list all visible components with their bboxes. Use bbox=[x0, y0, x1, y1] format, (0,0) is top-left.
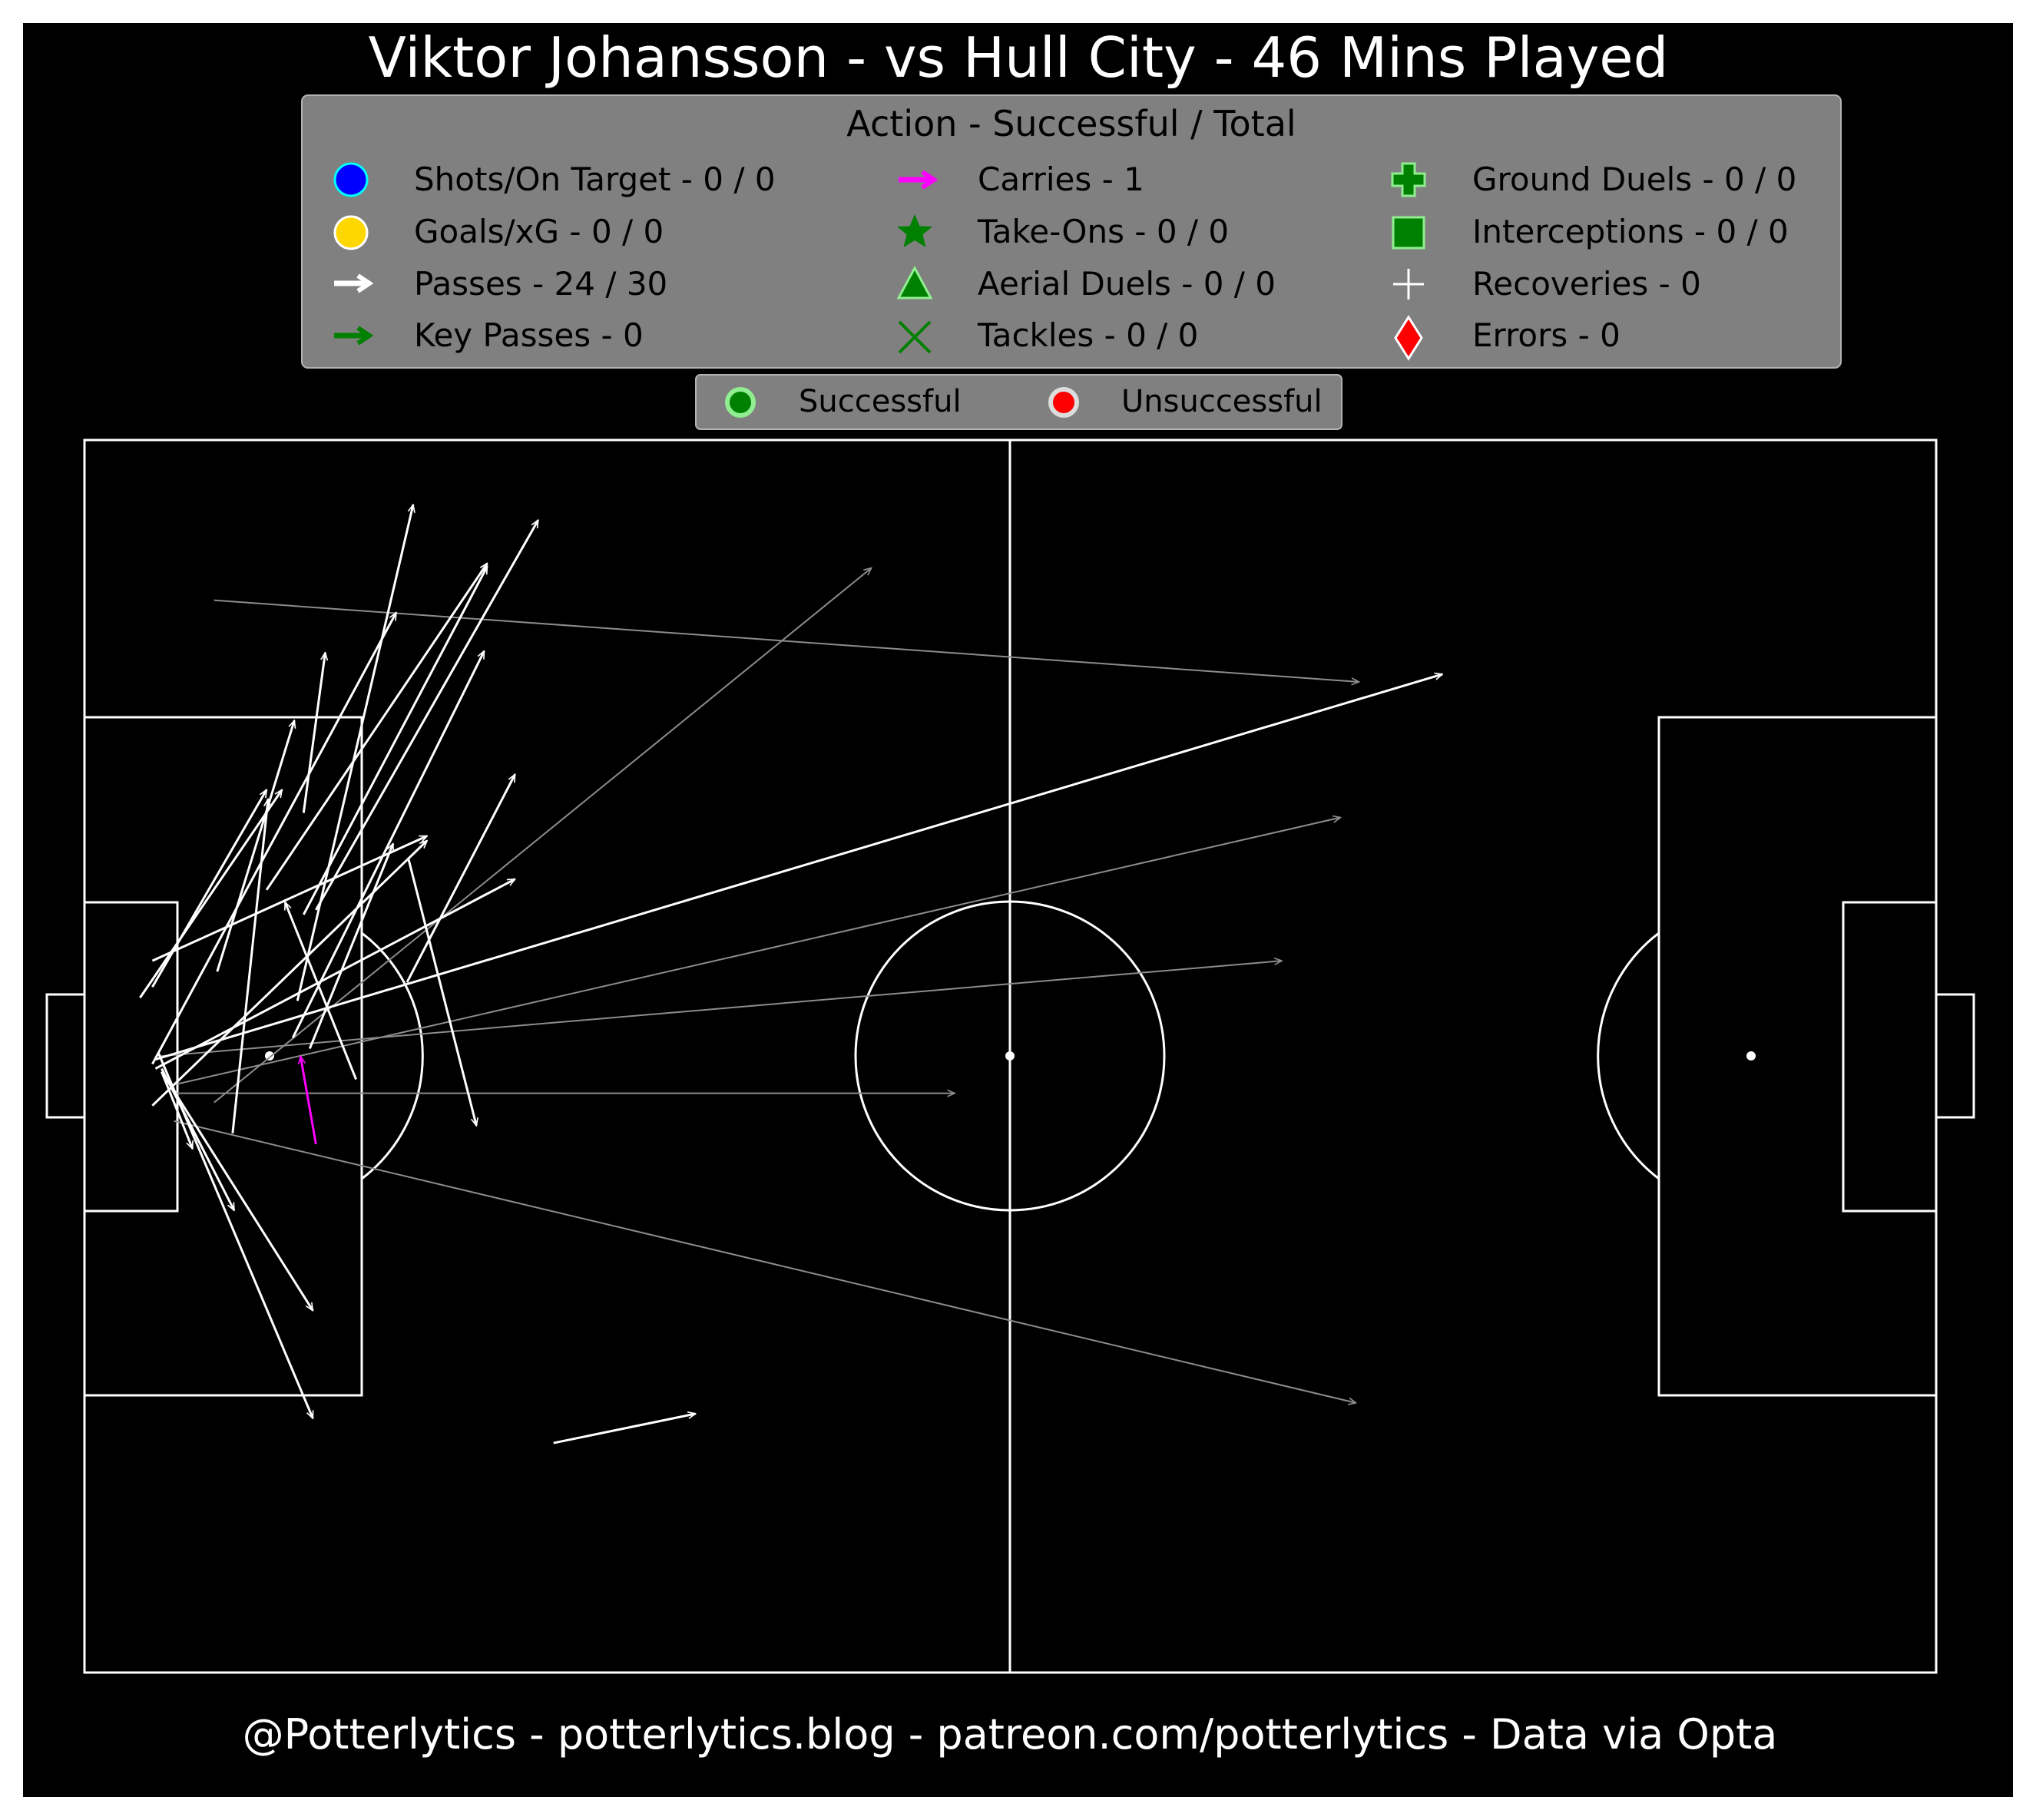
pass-arrow-successful bbox=[265, 564, 488, 891]
pass-arrow-successful bbox=[139, 789, 283, 999]
arrow-magenta-icon bbox=[899, 170, 939, 190]
pass-arrow-successful bbox=[308, 844, 395, 1050]
circle-blue-icon bbox=[333, 162, 369, 197]
centre-spot bbox=[1005, 1051, 1015, 1061]
legend-label: Recoveries - 0 bbox=[1472, 265, 1701, 303]
pass-arrow-successful bbox=[296, 505, 413, 1001]
legend-label: Carries - 1 bbox=[978, 160, 1144, 198]
legend-label: Shots/On Target - 0 / 0 bbox=[414, 160, 776, 198]
action-legend: Action - Successful / Total Shots/On Tar… bbox=[301, 94, 1842, 369]
right-goal bbox=[1935, 993, 1975, 1119]
pass-arrow-successful bbox=[154, 674, 1442, 1061]
unsuccessful-label: Unsuccessful bbox=[1121, 384, 1323, 419]
pitch-marks bbox=[139, 505, 1442, 1444]
legend-label: Key Passes - 0 bbox=[414, 316, 644, 354]
legend-item-carries: Carries - 1 bbox=[899, 160, 1144, 198]
pass-arrow-successful bbox=[302, 567, 488, 915]
pass-arrow-successful bbox=[302, 653, 325, 813]
left-goal bbox=[45, 993, 86, 1119]
successful-marker-icon bbox=[725, 387, 756, 418]
pass-arrow-successful bbox=[161, 1070, 314, 1311]
pass-arrow-successful bbox=[406, 774, 516, 983]
diamond-red-icon bbox=[1394, 315, 1423, 361]
x-green-icon bbox=[898, 320, 932, 354]
legend-item-passes: Passes - 24 / 30 bbox=[334, 265, 667, 303]
legend-item-aerial-duels: Aerial Duels - 0 / 0 bbox=[896, 265, 1276, 303]
legend-label: Tackles - 0 / 0 bbox=[977, 316, 1198, 354]
legend-item-ground-duels: Ground Duels - 0 / 0 bbox=[1391, 160, 1796, 198]
legend-label: Aerial Duels - 0 / 0 bbox=[978, 265, 1276, 303]
pass-arrow-successful bbox=[216, 720, 294, 972]
pass-arrow-successful bbox=[315, 520, 539, 911]
legend-item-errors: Errors - 0 bbox=[1394, 315, 1621, 361]
pass-arrow-successful bbox=[151, 789, 268, 988]
legend-label: Ground Duels - 0 / 0 bbox=[1472, 160, 1796, 198]
pass-arrow-successful bbox=[151, 613, 398, 1065]
left-penalty-arc bbox=[361, 932, 424, 1180]
plus-white-icon bbox=[1393, 269, 1424, 299]
pass-arrow-successful bbox=[151, 841, 427, 1107]
plus-green-icon bbox=[1391, 162, 1426, 197]
pass-arrow-successful bbox=[161, 1071, 194, 1149]
unsuccessful-marker-icon bbox=[1048, 387, 1079, 418]
pass-arrow-unsuccessful bbox=[174, 1120, 1356, 1403]
outcome-legend: Successful Unsuccessful bbox=[695, 374, 1342, 430]
legend-item-interceptions: Interceptions - 0 / 0 bbox=[1392, 213, 1789, 250]
pass-arrow-unsuccessful bbox=[158, 961, 1282, 1057]
legend-label: Take-Ons - 0 / 0 bbox=[977, 213, 1229, 250]
square-green-icon bbox=[1392, 216, 1425, 250]
legend-item-shots: Shots/On Target - 0 / 0 bbox=[333, 160, 776, 198]
circle-gold-icon bbox=[333, 215, 369, 250]
legend-item-tackles: Tackles - 0 / 0 bbox=[898, 316, 1198, 354]
legend-label: Passes - 24 / 30 bbox=[414, 265, 667, 303]
centre-circle bbox=[854, 900, 1166, 1212]
pass-arrow-successful bbox=[154, 878, 515, 1070]
right-penalty-arc bbox=[1597, 932, 1660, 1180]
pass-arrow-unsuccessful bbox=[177, 818, 1341, 1085]
legend-label: Interceptions - 0 / 0 bbox=[1472, 213, 1789, 250]
left-penalty-spot bbox=[265, 1051, 274, 1061]
legend-item-take-ons: Take-Ons - 0 / 0 bbox=[897, 213, 1229, 250]
pass-arrow-successful bbox=[161, 1067, 236, 1211]
successful-label: Successful bbox=[799, 384, 962, 419]
footer-credit: @Potterlytics - potterlytics.blog - patr… bbox=[243, 1710, 1778, 1759]
star-green-icon bbox=[897, 214, 932, 247]
legend-item-goals: Goals/xG - 0 / 0 bbox=[333, 213, 664, 250]
pass-arrow-successful bbox=[231, 799, 268, 1133]
chart-title: Viktor Johansson - vs Hull City - 46 Min… bbox=[369, 25, 1669, 90]
pitch bbox=[45, 438, 1975, 1674]
pass-arrow-successful bbox=[291, 651, 485, 1039]
pass-arrow-successful bbox=[553, 1414, 696, 1444]
carry-arrow bbox=[300, 1057, 317, 1145]
right-penalty-spot bbox=[1746, 1051, 1756, 1061]
legend-label: Goals/xG - 0 / 0 bbox=[414, 213, 664, 250]
legend-item-key-passes: Key Passes - 0 bbox=[334, 316, 644, 354]
arrow-green-icon bbox=[334, 326, 374, 346]
pass-arrow-successful bbox=[407, 859, 476, 1126]
legend-box bbox=[301, 94, 1842, 369]
legend-item-recoveries: Recoveries - 0 bbox=[1393, 265, 1701, 303]
legend-label: Errors - 0 bbox=[1472, 316, 1621, 354]
pass-arrow-successful bbox=[283, 902, 358, 1080]
triangle-green-icon bbox=[896, 265, 933, 299]
outcome-legend-box bbox=[695, 374, 1342, 430]
pass-arrow-unsuccessful bbox=[214, 599, 1359, 682]
arrow-white-icon bbox=[334, 273, 374, 293]
legend-title: Action - Successful / Total bbox=[846, 103, 1296, 144]
